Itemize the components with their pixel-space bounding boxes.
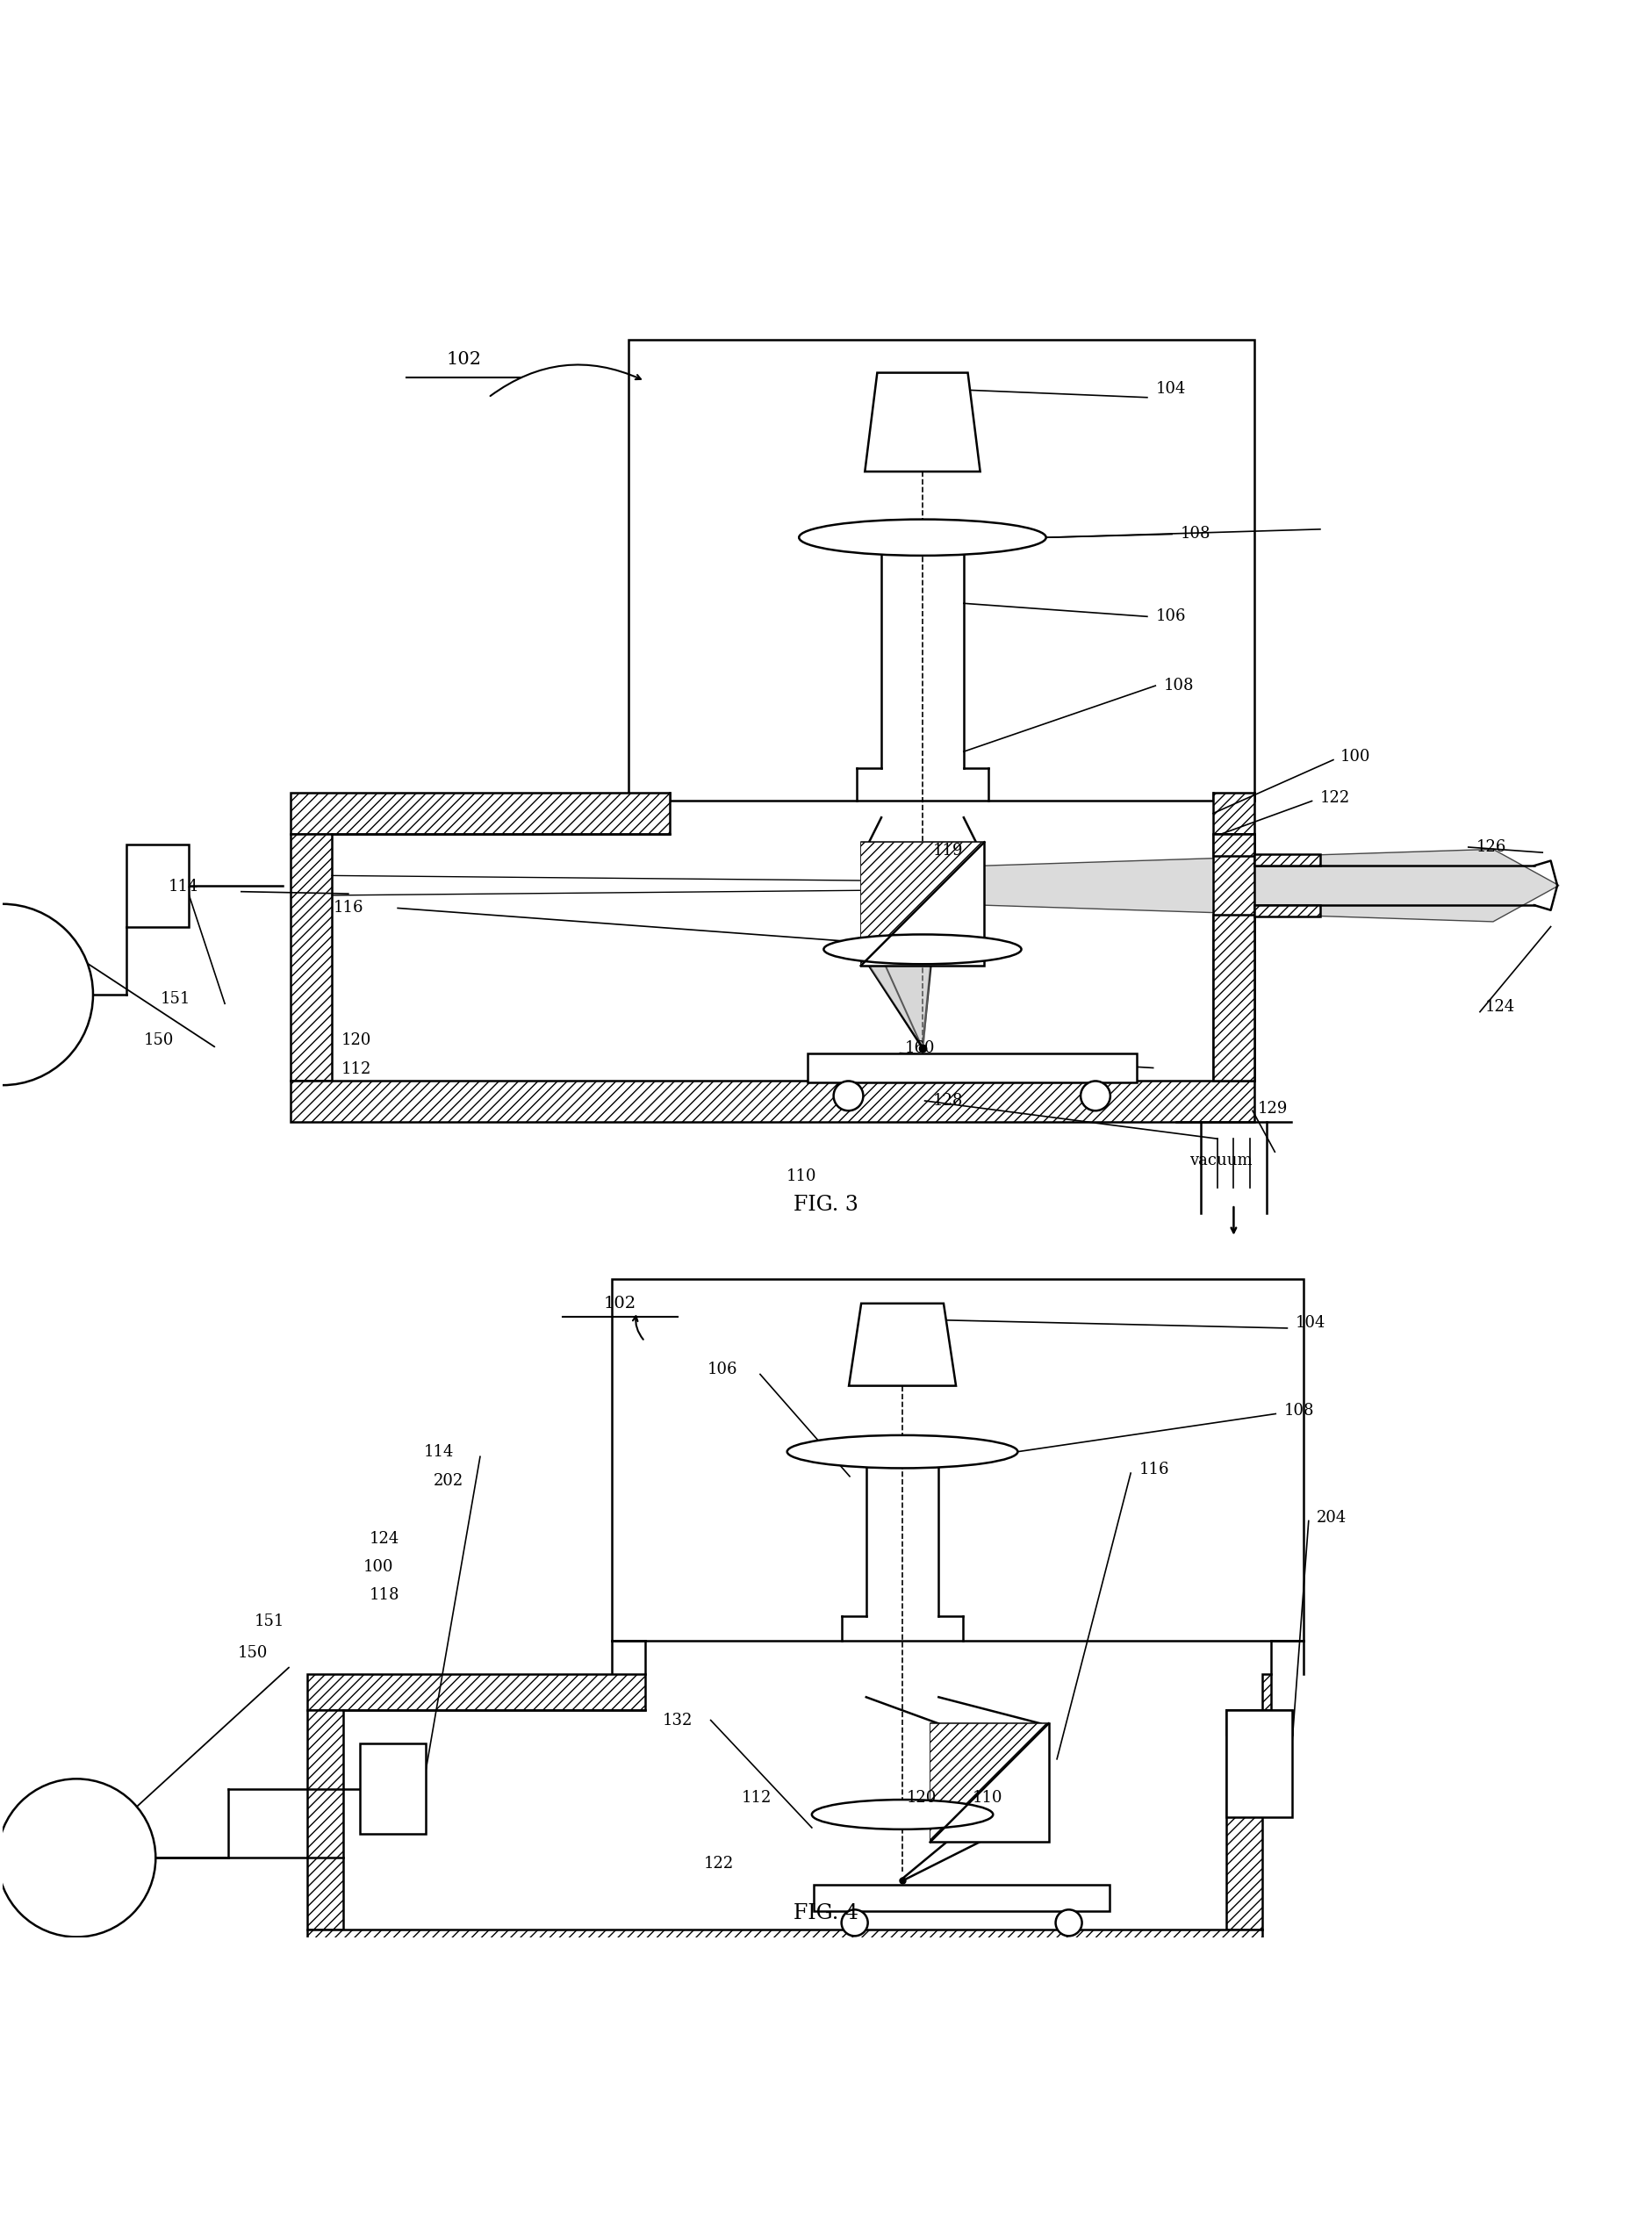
Bar [1226, 1711, 1262, 1929]
Circle shape [841, 1909, 867, 1936]
Bar [1262, 1673, 1270, 1711]
Ellipse shape [824, 934, 1021, 965]
Text: 114: 114 [425, 1444, 454, 1459]
Bar [291, 793, 669, 833]
Text: 102: 102 [446, 352, 481, 368]
Text: FIG. 3: FIG. 3 [793, 1194, 859, 1214]
Bar [126, 844, 188, 927]
Text: 108: 108 [1284, 1404, 1315, 1419]
Text: 160: 160 [905, 1040, 935, 1056]
Ellipse shape [811, 1800, 993, 1829]
Bar [1213, 793, 1254, 833]
Bar [813, 1885, 1110, 1912]
Text: vacuum: vacuum [1189, 1152, 1252, 1167]
Bar [808, 1054, 1137, 1083]
Bar [611, 1279, 1303, 1642]
Text: 120: 120 [342, 1032, 372, 1047]
Text: 100: 100 [1340, 749, 1370, 764]
Text: 110: 110 [973, 1789, 1003, 1805]
Text: 120: 120 [907, 1789, 937, 1805]
Text: 104: 104 [1155, 381, 1186, 397]
Bar [1213, 916, 1254, 1081]
Text: 132: 132 [662, 1713, 692, 1729]
Text: 116: 116 [334, 900, 363, 916]
Ellipse shape [786, 1435, 1018, 1468]
Text: 112: 112 [742, 1789, 771, 1805]
Circle shape [1056, 1909, 1082, 1936]
Bar [1213, 833, 1254, 1081]
Polygon shape [985, 849, 1559, 922]
Bar [307, 1711, 344, 1929]
Text: 204: 204 [1317, 1511, 1346, 1526]
Text: 116: 116 [1138, 1462, 1170, 1477]
Text: 122: 122 [1320, 791, 1350, 807]
Text: 108: 108 [1180, 526, 1211, 541]
Text: 104: 104 [1295, 1315, 1325, 1330]
Text: 118: 118 [370, 1586, 400, 1602]
Polygon shape [869, 965, 930, 1047]
Bar [307, 1929, 1262, 1965]
Bar [930, 1724, 1049, 1843]
Bar [1226, 1711, 1292, 1818]
Bar [861, 842, 985, 965]
Text: 150: 150 [238, 1644, 268, 1660]
Bar [360, 1745, 426, 1834]
Polygon shape [861, 842, 985, 965]
Text: 110: 110 [786, 1170, 816, 1185]
Bar [628, 341, 1254, 802]
Text: 128: 128 [933, 1094, 963, 1110]
Text: 202: 202 [434, 1473, 464, 1488]
Text: 106: 106 [1155, 608, 1186, 624]
Text: 151: 151 [160, 991, 190, 1007]
Bar [1213, 833, 1254, 856]
Text: 124: 124 [1485, 998, 1515, 1014]
Text: 102: 102 [605, 1294, 636, 1312]
Bar [1254, 853, 1320, 867]
Text: 126: 126 [1477, 840, 1507, 856]
Circle shape [834, 1081, 864, 1112]
Text: 122: 122 [704, 1856, 733, 1872]
Text: 151: 151 [254, 1613, 284, 1629]
Text: FIG. 4: FIG. 4 [793, 1903, 859, 1923]
Text: 106: 106 [707, 1361, 737, 1377]
Bar [307, 1673, 644, 1711]
Circle shape [0, 1778, 155, 1936]
Bar [1254, 905, 1320, 916]
Polygon shape [849, 1303, 957, 1386]
Bar [291, 1081, 1254, 1123]
Bar [291, 833, 332, 1081]
Polygon shape [866, 372, 980, 472]
Text: 150: 150 [144, 1032, 173, 1047]
Polygon shape [930, 1724, 1049, 1843]
Text: 100: 100 [363, 1560, 393, 1575]
Ellipse shape [800, 519, 1046, 555]
Text: 129: 129 [1257, 1101, 1287, 1116]
Text: 108: 108 [1163, 677, 1194, 693]
Text: 114: 114 [169, 878, 198, 896]
Circle shape [1080, 1081, 1110, 1112]
Circle shape [0, 905, 93, 1085]
Text: 124: 124 [370, 1531, 400, 1546]
Text: 112: 112 [342, 1061, 372, 1078]
Text: 119: 119 [933, 842, 963, 858]
Bar [1226, 1711, 1292, 1736]
